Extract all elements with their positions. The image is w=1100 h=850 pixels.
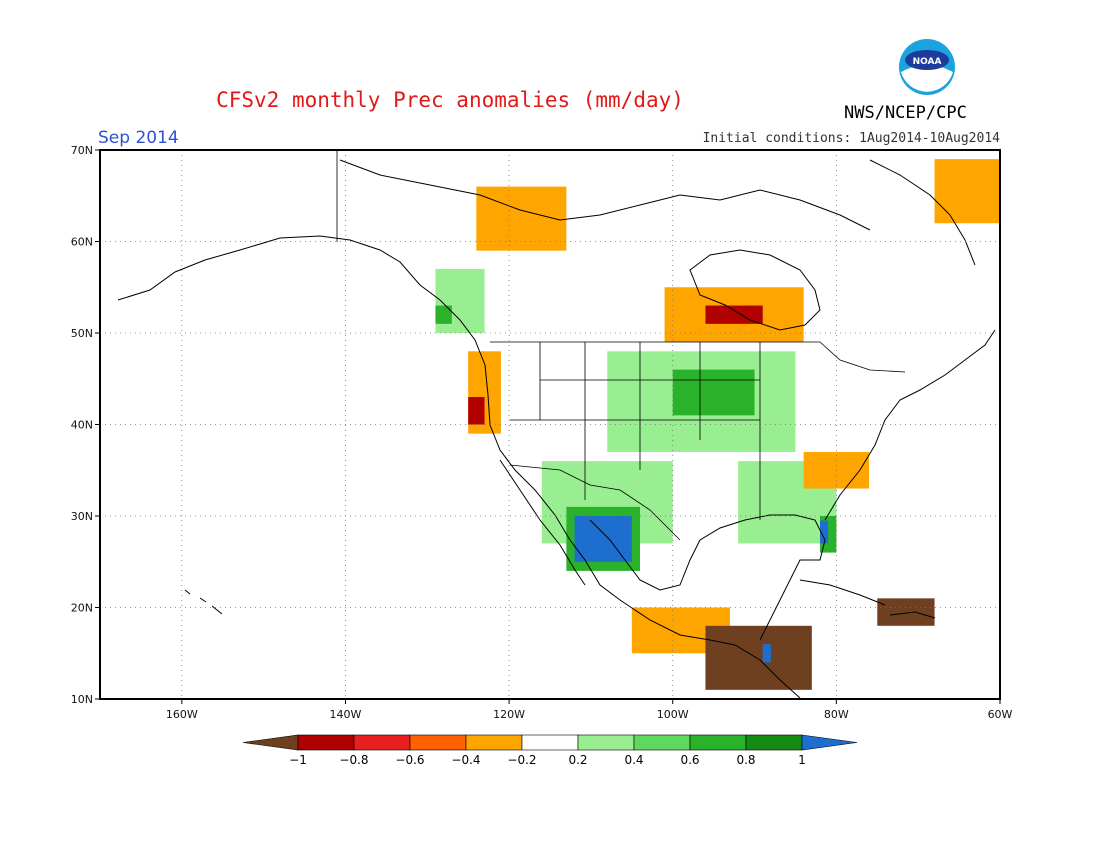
initial-conditions: Initial conditions: 1Aug2014-10Aug2014 <box>702 131 1000 146</box>
anomaly-region <box>476 186 567 251</box>
coastline-baja <box>499 459 586 586</box>
coastline-hudson <box>689 249 821 331</box>
colorbar-box <box>745 734 803 751</box>
anomaly-region-extreme-wet <box>762 644 771 663</box>
lon-tick-label: 80W <box>824 708 849 721</box>
lat-tick-label: 60N <box>71 236 93 249</box>
anomaly-region <box>672 369 755 416</box>
noaa-logo: NOAA <box>898 38 956 100</box>
coastline-arctic <box>339 159 871 231</box>
colorbar-arrow-right <box>801 734 858 751</box>
colorbar-arrow-left <box>242 734 299 751</box>
colorbar-label: −0.8 <box>339 753 368 767</box>
colorbar-box <box>353 734 411 751</box>
coastline-hawaii <box>184 589 223 615</box>
colorbar-label: −1 <box>289 753 307 767</box>
coastline-gulf <box>589 514 826 641</box>
anomaly-region-extreme-wet <box>820 520 829 544</box>
coastline-west <box>117 235 801 699</box>
lon-tick-label: 100W <box>657 708 689 721</box>
lon-tick-label: 120W <box>493 708 525 721</box>
colorbar-box <box>633 734 691 751</box>
chart-title: CFSv2 monthly Prec anomalies (mm/day) <box>216 88 684 112</box>
lat-tick-label: 40N <box>71 419 93 432</box>
colorbar-label: −0.2 <box>507 753 536 767</box>
colorbar-label: −0.4 <box>451 753 480 767</box>
colorbar-label: 0.4 <box>624 753 643 767</box>
colorbar-box <box>689 734 747 751</box>
anomaly-region <box>934 159 1000 224</box>
colorbar-label: 0.2 <box>568 753 587 767</box>
anomaly-region <box>435 305 452 324</box>
anomaly-region <box>468 397 485 425</box>
lat-tick-label: 30N <box>71 510 93 523</box>
colorbar-box <box>577 734 635 751</box>
colorbar-label: 1 <box>798 753 806 767</box>
colorbar-label: 0.6 <box>680 753 699 767</box>
lat-tick-label: 70N <box>71 144 93 157</box>
border-us-canada <box>490 341 906 373</box>
colorbar-box <box>521 734 579 751</box>
border-us-mexico <box>509 464 681 541</box>
coastline-cuba <box>799 579 886 606</box>
lon-tick-label: 60W <box>988 708 1013 721</box>
lon-tick-label: 160W <box>166 708 198 721</box>
anomaly-region <box>705 625 812 690</box>
lat-tick-label: 10N <box>71 693 93 706</box>
colorbar-box <box>465 734 523 751</box>
anomaly-region-extreme-wet <box>574 516 632 562</box>
border-states <box>510 342 761 520</box>
forecast-month: Sep 2014 <box>98 128 179 148</box>
lon-tick-label: 140W <box>330 708 362 721</box>
anomaly-region <box>877 598 935 626</box>
colorbar-label: 0.8 <box>736 753 755 767</box>
logo-text: NOAA <box>913 57 942 67</box>
lat-tick-label: 20N <box>71 602 93 615</box>
agency-label: NWS/NCEP/CPC <box>844 103 967 123</box>
colorbar-label: −0.6 <box>395 753 424 767</box>
coastline-greenland <box>869 159 976 266</box>
coastline-east <box>824 329 996 521</box>
colorbar-box <box>409 734 467 751</box>
coastline-hispaniola <box>889 611 936 619</box>
colorbar-box <box>297 734 355 751</box>
lat-tick-label: 50N <box>71 327 93 340</box>
